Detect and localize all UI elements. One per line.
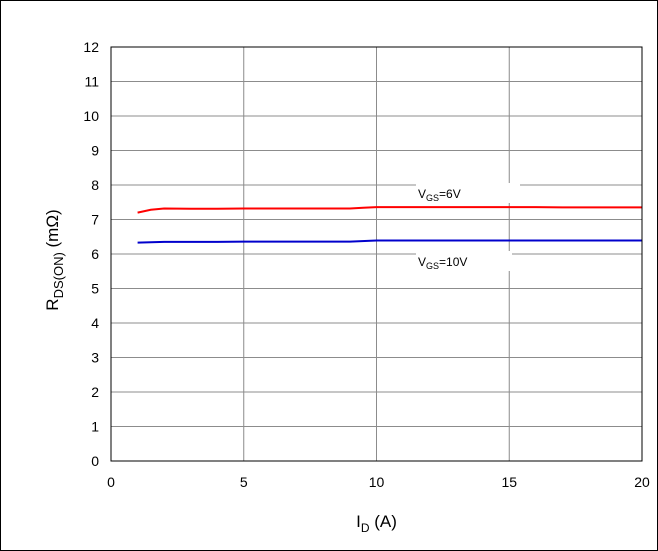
series-line-0 xyxy=(137,206,642,214)
y-tick-label: 6 xyxy=(91,246,99,262)
y-tick-label: 5 xyxy=(91,281,99,297)
series-label-mask-vgs10 xyxy=(416,251,512,271)
x-axis-label-sub: D xyxy=(361,521,370,535)
x-tick-label: 20 xyxy=(634,474,650,490)
y-tick-label: 9 xyxy=(91,143,99,159)
series-label-vgs10: VGS=10V xyxy=(418,255,467,271)
x-axis-label-rest: (A) xyxy=(370,512,397,531)
series-label-mask-vgs6 xyxy=(416,183,520,203)
x-tick-label: 5 xyxy=(240,474,248,490)
series-line-1 xyxy=(137,239,642,244)
plot-border xyxy=(110,46,643,462)
y-tick-label: 10 xyxy=(83,108,99,124)
y-tick-label: 11 xyxy=(84,74,99,90)
y-tick-label: 0 xyxy=(91,453,99,469)
y-axis-label-main: R xyxy=(43,298,62,310)
y-tick-label: 12 xyxy=(83,39,99,55)
y-axis-label: RDS(ON) (mΩ) xyxy=(43,209,66,310)
x-axis-label-main: I xyxy=(356,512,361,531)
x-tick-label: 10 xyxy=(369,474,385,490)
y-tick-label: 3 xyxy=(91,350,99,366)
y-tick-label: 1 xyxy=(91,419,99,435)
grid xyxy=(110,46,643,462)
y-tick-label: 8 xyxy=(91,177,99,193)
y-tick-label: 2 xyxy=(91,384,99,400)
y-tick-label: 7 xyxy=(91,212,99,228)
series-layer xyxy=(137,206,642,244)
series-label-vgs6: VGS=6V xyxy=(418,187,461,203)
x-axis-label: ID (A) xyxy=(356,512,397,535)
y-tick-label: 4 xyxy=(91,315,99,331)
x-tick-label: 0 xyxy=(107,474,115,490)
y-axis-label-rest: (mΩ) xyxy=(43,209,62,252)
x-tick-label: 15 xyxy=(501,474,517,490)
y-axis-label-sub: DS(ON) xyxy=(51,252,66,298)
